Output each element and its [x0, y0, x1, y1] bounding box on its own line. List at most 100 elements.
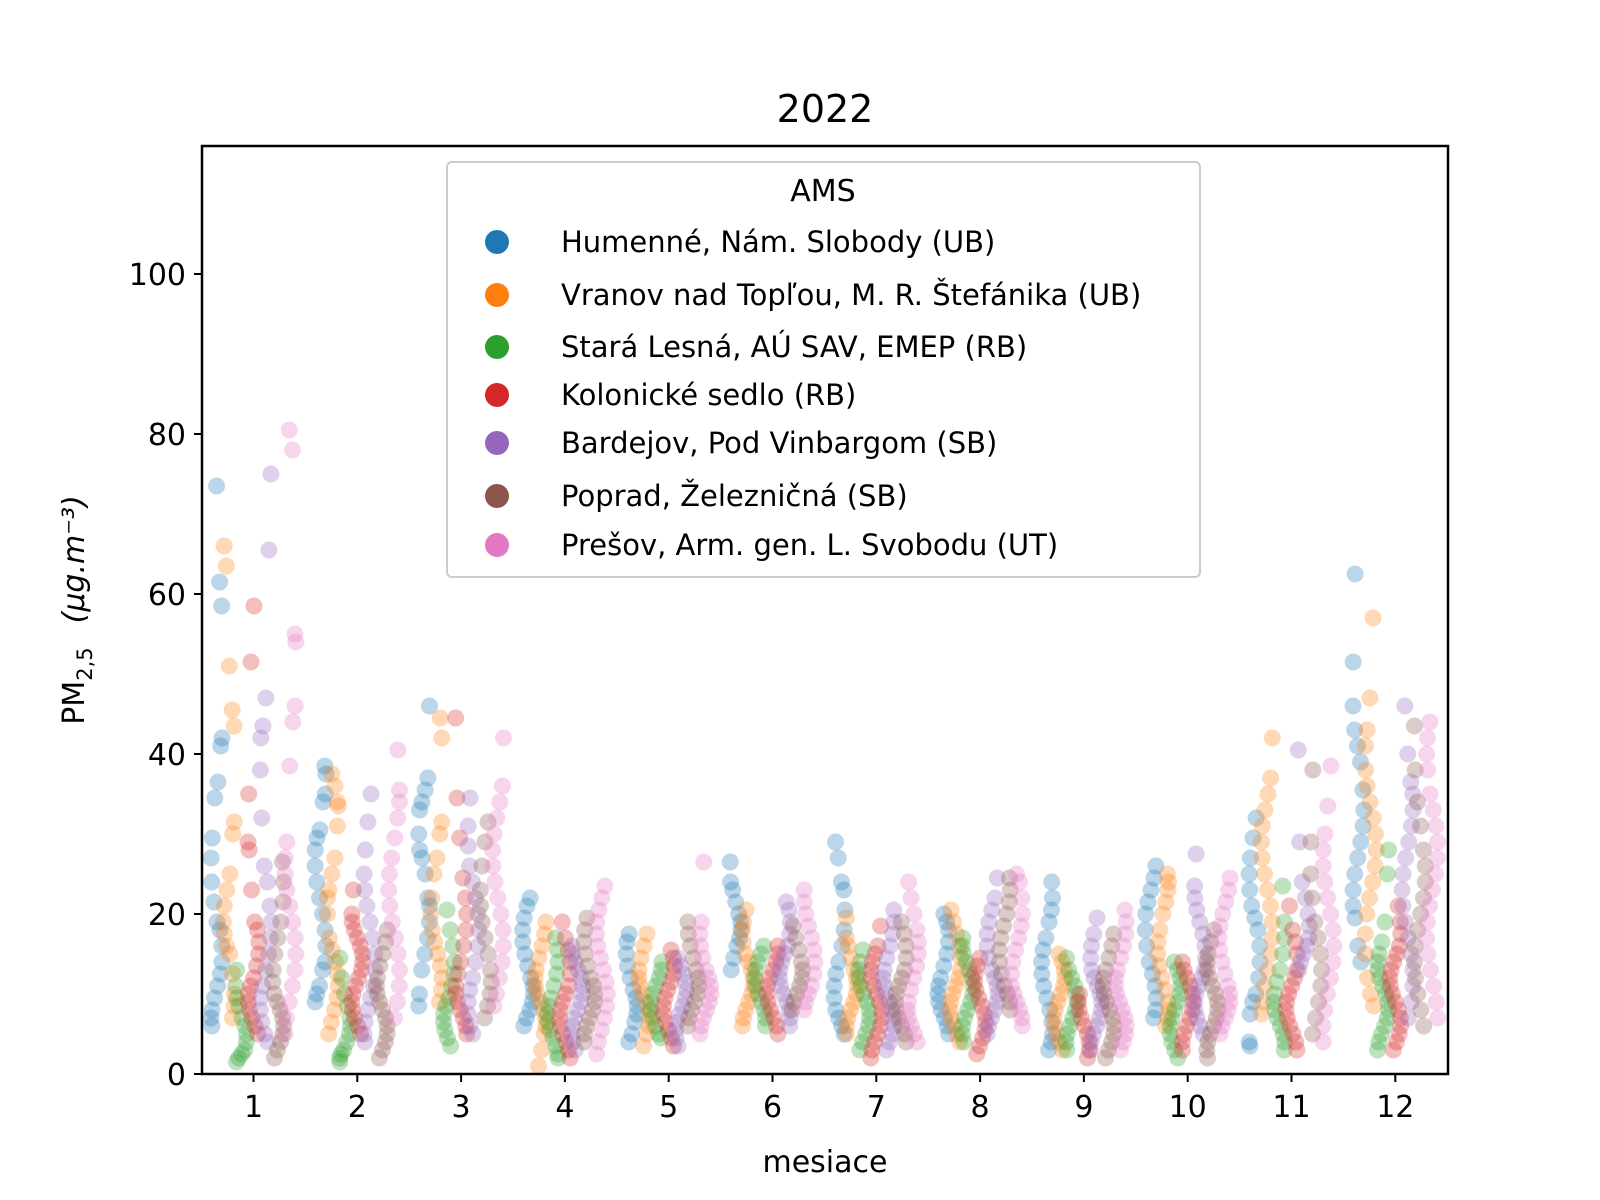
data-point: [350, 969, 368, 987]
data-point: [272, 913, 290, 931]
data-point: [930, 993, 948, 1011]
data-point: [347, 977, 365, 995]
legend-frame: [446, 161, 1201, 578]
data-point: [557, 985, 575, 1003]
data-point: [590, 901, 608, 919]
data-point: [1427, 817, 1445, 835]
data-point: [1271, 961, 1289, 979]
data-point: [1069, 993, 1087, 1011]
data-point: [442, 1037, 459, 1055]
data-point: [884, 925, 902, 943]
data-point: [864, 977, 882, 995]
data-point: [484, 841, 502, 859]
data-point: [1391, 937, 1408, 955]
data-point: [344, 881, 362, 899]
data-point: [203, 1017, 221, 1035]
data-point: [385, 1009, 403, 1027]
data-point: [825, 989, 843, 1007]
data-point: [575, 1033, 593, 1051]
data-point: [1045, 1017, 1063, 1035]
data-point: [238, 1025, 255, 1043]
data-point: [659, 981, 677, 999]
data-point: [527, 961, 545, 979]
data-point: [1220, 881, 1238, 899]
data-point: [1060, 961, 1078, 979]
data-point: [1349, 849, 1367, 867]
data-point: [744, 969, 762, 987]
data-point: [258, 873, 276, 891]
data-point: [1359, 969, 1376, 987]
data-point: [331, 1049, 349, 1067]
data-point: [452, 953, 470, 971]
data-point: [805, 941, 823, 959]
data-point: [274, 1009, 292, 1027]
data-point: [366, 961, 384, 979]
data-point: [445, 965, 463, 983]
data-point: [391, 781, 408, 799]
data-point: [1105, 1025, 1122, 1043]
data-point: [1292, 953, 1310, 971]
data-point: [1055, 977, 1072, 995]
data-point: [328, 817, 346, 835]
data-point: [431, 993, 448, 1011]
data-point: [1404, 961, 1422, 979]
data-point: [1088, 977, 1106, 995]
data-point: [900, 873, 918, 891]
data-point: [988, 869, 1006, 887]
data-point: [566, 1041, 584, 1059]
data-point: [1111, 1041, 1129, 1059]
data-point: [1005, 985, 1023, 1003]
data-point: [861, 1009, 878, 1027]
data-point: [416, 781, 434, 799]
data-point: [1181, 1009, 1199, 1027]
data-point: [203, 873, 221, 891]
data-point: [874, 969, 892, 987]
data-point: [681, 937, 699, 955]
data-point: [1283, 977, 1301, 995]
data-point: [1050, 945, 1068, 963]
data-point: [1362, 985, 1379, 1003]
data-point: [1095, 985, 1113, 1003]
data-point: [1117, 1017, 1135, 1035]
data-point: [306, 857, 324, 875]
data-point: [800, 917, 817, 935]
data-point: [491, 969, 508, 987]
data-point: [970, 989, 988, 1007]
data-point: [1244, 993, 1262, 1011]
data-point: [1265, 993, 1283, 1011]
data-point: [986, 969, 1004, 987]
data-point: [908, 957, 926, 975]
data-point: [830, 1009, 848, 1027]
data-point: [837, 1017, 855, 1035]
data-point: [457, 1017, 475, 1035]
data-point: [1366, 857, 1384, 875]
data-point: [850, 969, 868, 987]
data-point: [722, 961, 740, 979]
data-point: [1419, 761, 1437, 779]
data-point: [910, 933, 927, 951]
data-point: [902, 981, 920, 999]
data-point: [1100, 949, 1118, 967]
data-point: [1399, 1009, 1417, 1027]
data-point: [1243, 897, 1261, 915]
data-point: [1071, 985, 1088, 1003]
data-point: [473, 857, 491, 875]
data-point: [955, 945, 973, 963]
data-point: [1158, 865, 1176, 883]
data-point: [978, 1025, 996, 1043]
data-point: [1263, 929, 1281, 947]
data-point: [431, 825, 449, 843]
data-point: [214, 913, 232, 931]
data-point: [256, 1025, 274, 1043]
data-point: [749, 953, 767, 971]
data-point: [329, 965, 346, 983]
data-point: [1358, 905, 1376, 923]
data-point: [1191, 913, 1209, 931]
data-point: [236, 1041, 254, 1059]
data-point: [260, 541, 278, 559]
data-point: [1203, 977, 1221, 995]
data-point: [1246, 909, 1264, 927]
data-point: [482, 961, 499, 979]
data-point: [859, 1017, 877, 1035]
data-point: [626, 1013, 644, 1031]
